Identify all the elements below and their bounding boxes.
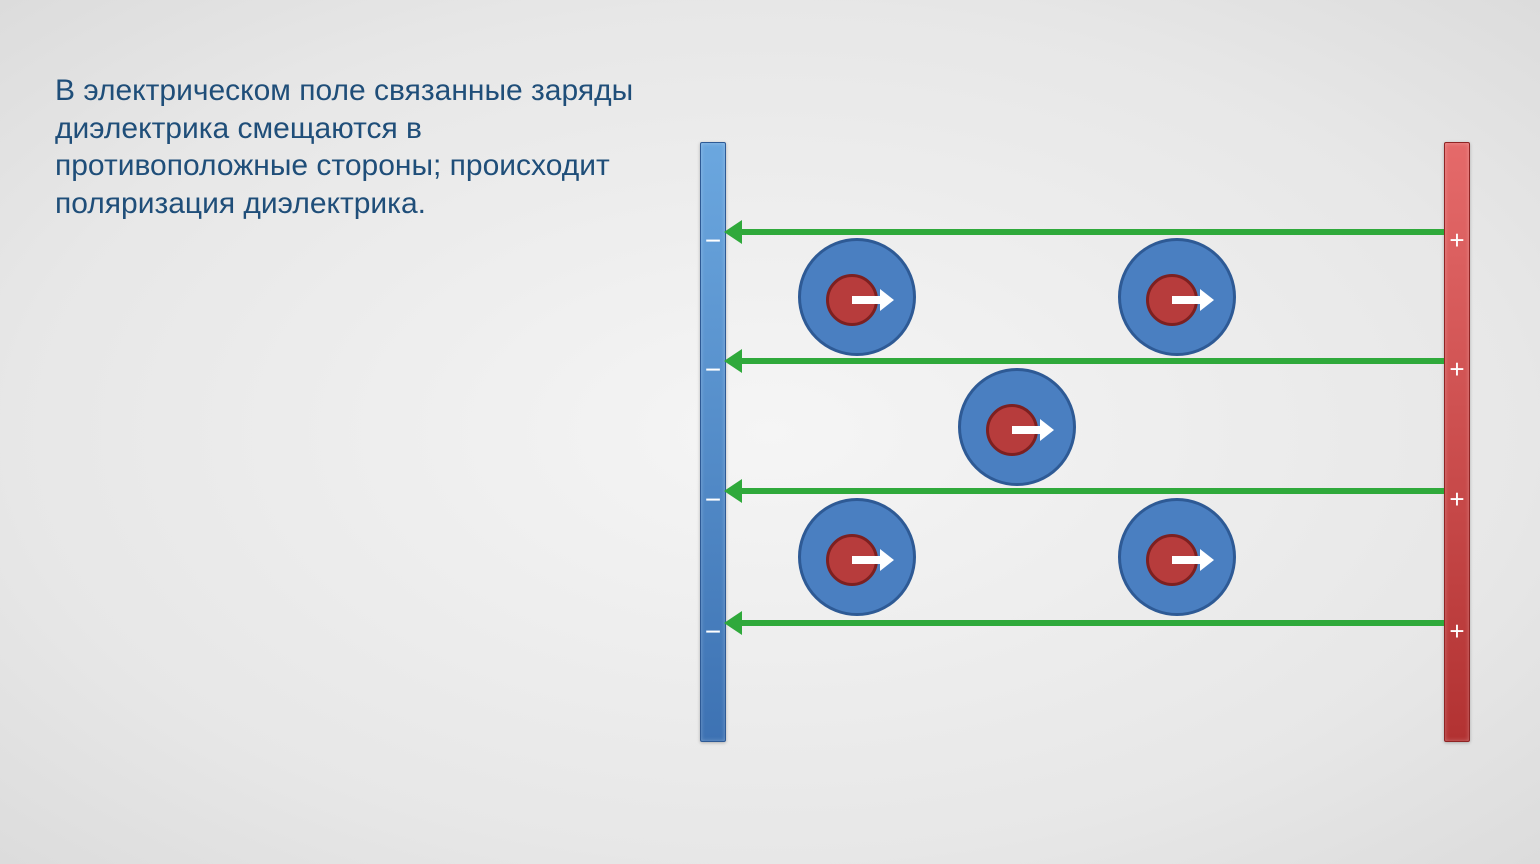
atom [798, 498, 916, 616]
field-arrowhead [724, 611, 742, 635]
field-arrowhead [724, 220, 742, 244]
displacement-arrow [1172, 296, 1200, 304]
displacement-arrow [1012, 426, 1040, 434]
field-arrowhead [724, 479, 742, 503]
positive-plate: + + + + [1444, 142, 1470, 742]
field-line [742, 358, 1444, 364]
negative-plate-symbol: − [701, 356, 725, 384]
displacement-arrow-head [880, 289, 894, 311]
negative-plate-symbol: − [701, 618, 725, 646]
atom [958, 368, 1076, 486]
field-arrowhead [724, 349, 742, 373]
displacement-arrow-head [1200, 549, 1214, 571]
negative-plate: − − − − [700, 142, 726, 742]
polarization-diagram: − − − − + + + + [700, 142, 1470, 742]
field-line [742, 488, 1444, 494]
displacement-arrow-head [880, 549, 894, 571]
displacement-arrow-head [1200, 289, 1214, 311]
description-text: В электрическом поле связанные заряды ди… [55, 72, 645, 222]
displacement-arrow-head [1040, 419, 1054, 441]
atom [798, 238, 916, 356]
atom [1118, 498, 1236, 616]
field-line [742, 229, 1444, 235]
positive-plate-symbol: + [1445, 486, 1469, 512]
positive-plate-symbol: + [1445, 227, 1469, 253]
positive-plate-symbol: + [1445, 356, 1469, 382]
negative-plate-symbol: − [701, 486, 725, 514]
atom [1118, 238, 1236, 356]
displacement-arrow [1172, 556, 1200, 564]
positive-plate-symbol: + [1445, 618, 1469, 644]
displacement-arrow [852, 296, 880, 304]
displacement-arrow [852, 556, 880, 564]
field-line [742, 620, 1444, 626]
negative-plate-symbol: − [701, 227, 725, 255]
